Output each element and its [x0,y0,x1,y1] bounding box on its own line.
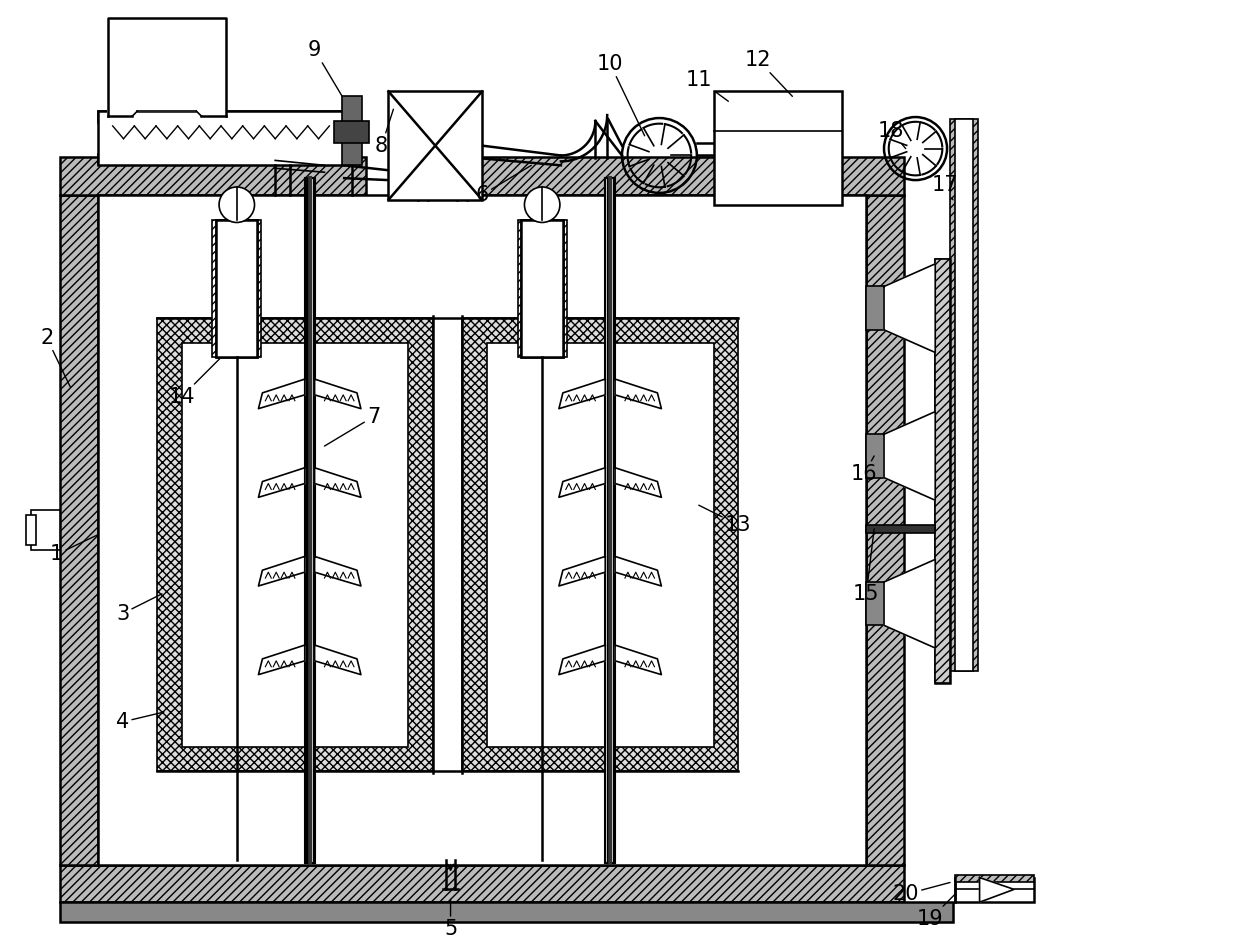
Text: 15: 15 [853,528,879,604]
Bar [522,219,563,357]
Text: 16: 16 [851,456,878,483]
Bar [216,219,258,357]
Polygon shape [315,468,361,497]
Circle shape [219,187,254,222]
Bar [61,865,904,902]
Bar [522,219,563,357]
Bar [305,178,315,863]
Bar [342,96,362,166]
Bar [867,286,884,330]
Text: 14: 14 [169,357,221,407]
Polygon shape [615,379,661,409]
Bar [98,154,345,166]
Text: 12: 12 [745,50,792,96]
Bar [335,121,368,142]
Bar [950,119,977,671]
Polygon shape [884,264,935,352]
Text: 8: 8 [374,109,393,155]
Bar [955,874,1034,883]
Text: 9: 9 [308,41,342,96]
Bar [955,878,1034,902]
Polygon shape [315,379,361,409]
Bar [713,91,842,204]
Polygon shape [884,412,935,500]
Text: 18: 18 [878,121,905,149]
Polygon shape [559,379,605,409]
Polygon shape [559,557,605,586]
Text: 11: 11 [686,70,728,102]
Text: 19: 19 [918,894,955,929]
Bar [605,178,615,863]
Bar [867,582,884,625]
Text: 5: 5 [444,900,458,939]
Bar [157,318,433,771]
Text: 20: 20 [893,883,950,904]
Bar [396,157,904,195]
Polygon shape [258,379,305,409]
Polygon shape [615,645,661,674]
Text: 17: 17 [931,175,959,200]
Bar [867,434,884,478]
Bar [216,219,258,357]
Polygon shape [258,645,305,674]
Bar [61,157,366,195]
Text: 1: 1 [50,535,98,564]
Text: 4: 4 [115,712,164,732]
Bar [487,343,713,747]
Bar [463,318,738,771]
Text: 13: 13 [699,505,751,535]
Bar [935,259,950,683]
Bar [98,195,867,865]
Bar [98,111,345,123]
Polygon shape [980,878,1014,902]
Bar [31,511,61,549]
Bar [955,119,972,671]
Bar [212,219,262,357]
Bar [61,902,954,922]
Polygon shape [315,645,361,674]
Text: 2: 2 [40,328,71,387]
Bar [388,91,482,200]
Polygon shape [258,468,305,497]
Polygon shape [559,468,605,497]
Bar [867,195,904,865]
Circle shape [525,187,560,222]
Polygon shape [884,560,935,648]
Bar [867,525,935,533]
Bar [935,259,950,683]
Text: 10: 10 [596,54,645,136]
Bar [26,515,36,544]
Bar [181,343,408,747]
Bar [61,195,98,865]
Text: 7: 7 [325,407,381,447]
Polygon shape [615,557,661,586]
Text: 6: 6 [475,166,531,204]
Polygon shape [615,468,661,497]
Text: 3: 3 [115,593,162,624]
Polygon shape [559,645,605,674]
Polygon shape [315,557,361,586]
Bar [517,219,567,357]
Polygon shape [108,18,226,116]
Bar [98,111,345,166]
Polygon shape [258,557,305,586]
